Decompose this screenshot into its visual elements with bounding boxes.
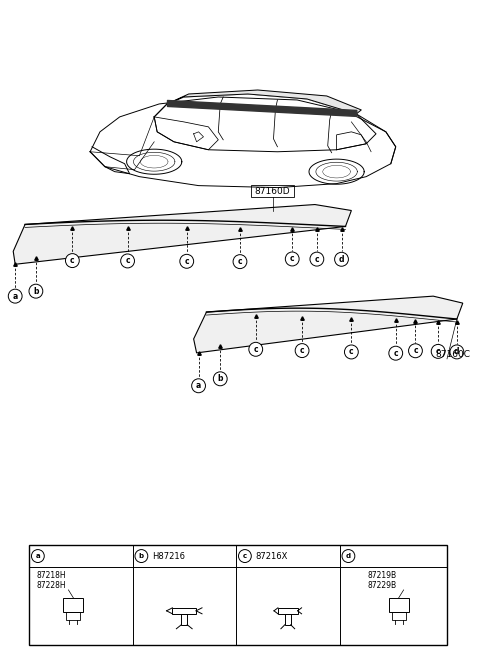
Circle shape <box>431 344 445 358</box>
Circle shape <box>65 254 79 268</box>
Text: H87216: H87216 <box>152 551 185 561</box>
Circle shape <box>249 342 263 356</box>
Text: 87160C: 87160C <box>435 350 470 359</box>
Bar <box>389 598 408 612</box>
Text: c: c <box>253 345 258 354</box>
Bar <box>251 184 294 196</box>
Bar <box>285 614 291 625</box>
Circle shape <box>295 344 309 358</box>
Text: d: d <box>339 254 344 264</box>
Circle shape <box>450 345 464 359</box>
Text: c: c <box>300 346 304 355</box>
Text: c: c <box>436 347 441 356</box>
Bar <box>278 608 298 614</box>
Text: c: c <box>349 348 354 356</box>
Polygon shape <box>167 90 361 114</box>
Text: c: c <box>413 346 418 355</box>
Circle shape <box>239 549 252 563</box>
Circle shape <box>233 254 247 268</box>
Circle shape <box>285 252 299 266</box>
Text: 87219B: 87219B <box>367 571 396 580</box>
Text: c: c <box>238 257 242 266</box>
Circle shape <box>408 344 422 358</box>
Text: 87216X: 87216X <box>256 551 288 561</box>
Circle shape <box>8 289 22 303</box>
Bar <box>29 545 447 644</box>
Polygon shape <box>13 204 351 264</box>
Text: c: c <box>314 254 319 264</box>
Text: a: a <box>196 381 201 390</box>
Circle shape <box>389 346 403 360</box>
Text: b: b <box>33 287 39 295</box>
Circle shape <box>310 252 324 266</box>
Bar <box>172 608 196 614</box>
Circle shape <box>342 549 355 563</box>
Circle shape <box>180 254 193 268</box>
Circle shape <box>120 254 134 268</box>
Circle shape <box>213 372 227 386</box>
Text: c: c <box>394 349 398 358</box>
Text: a: a <box>12 292 18 301</box>
Circle shape <box>135 549 148 563</box>
Circle shape <box>335 253 348 266</box>
Bar <box>66 612 80 620</box>
Bar <box>181 614 187 625</box>
Text: d: d <box>454 348 460 356</box>
Polygon shape <box>193 296 463 353</box>
Text: c: c <box>125 256 130 266</box>
Bar <box>63 598 83 612</box>
Text: c: c <box>243 553 247 559</box>
Circle shape <box>32 549 44 563</box>
Circle shape <box>29 284 43 298</box>
Text: b: b <box>139 553 144 559</box>
Text: c: c <box>70 256 75 265</box>
Text: d: d <box>346 553 351 559</box>
Text: 87229B: 87229B <box>367 581 396 590</box>
Text: 87228H: 87228H <box>37 581 67 590</box>
Text: 87218H: 87218H <box>37 571 67 580</box>
Text: b: b <box>217 374 223 383</box>
Circle shape <box>345 345 358 359</box>
Text: c: c <box>184 257 189 266</box>
Text: 87160D: 87160D <box>255 186 290 196</box>
Text: a: a <box>36 553 40 559</box>
Text: c: c <box>290 254 295 264</box>
Circle shape <box>192 379 205 393</box>
Bar <box>392 612 406 620</box>
